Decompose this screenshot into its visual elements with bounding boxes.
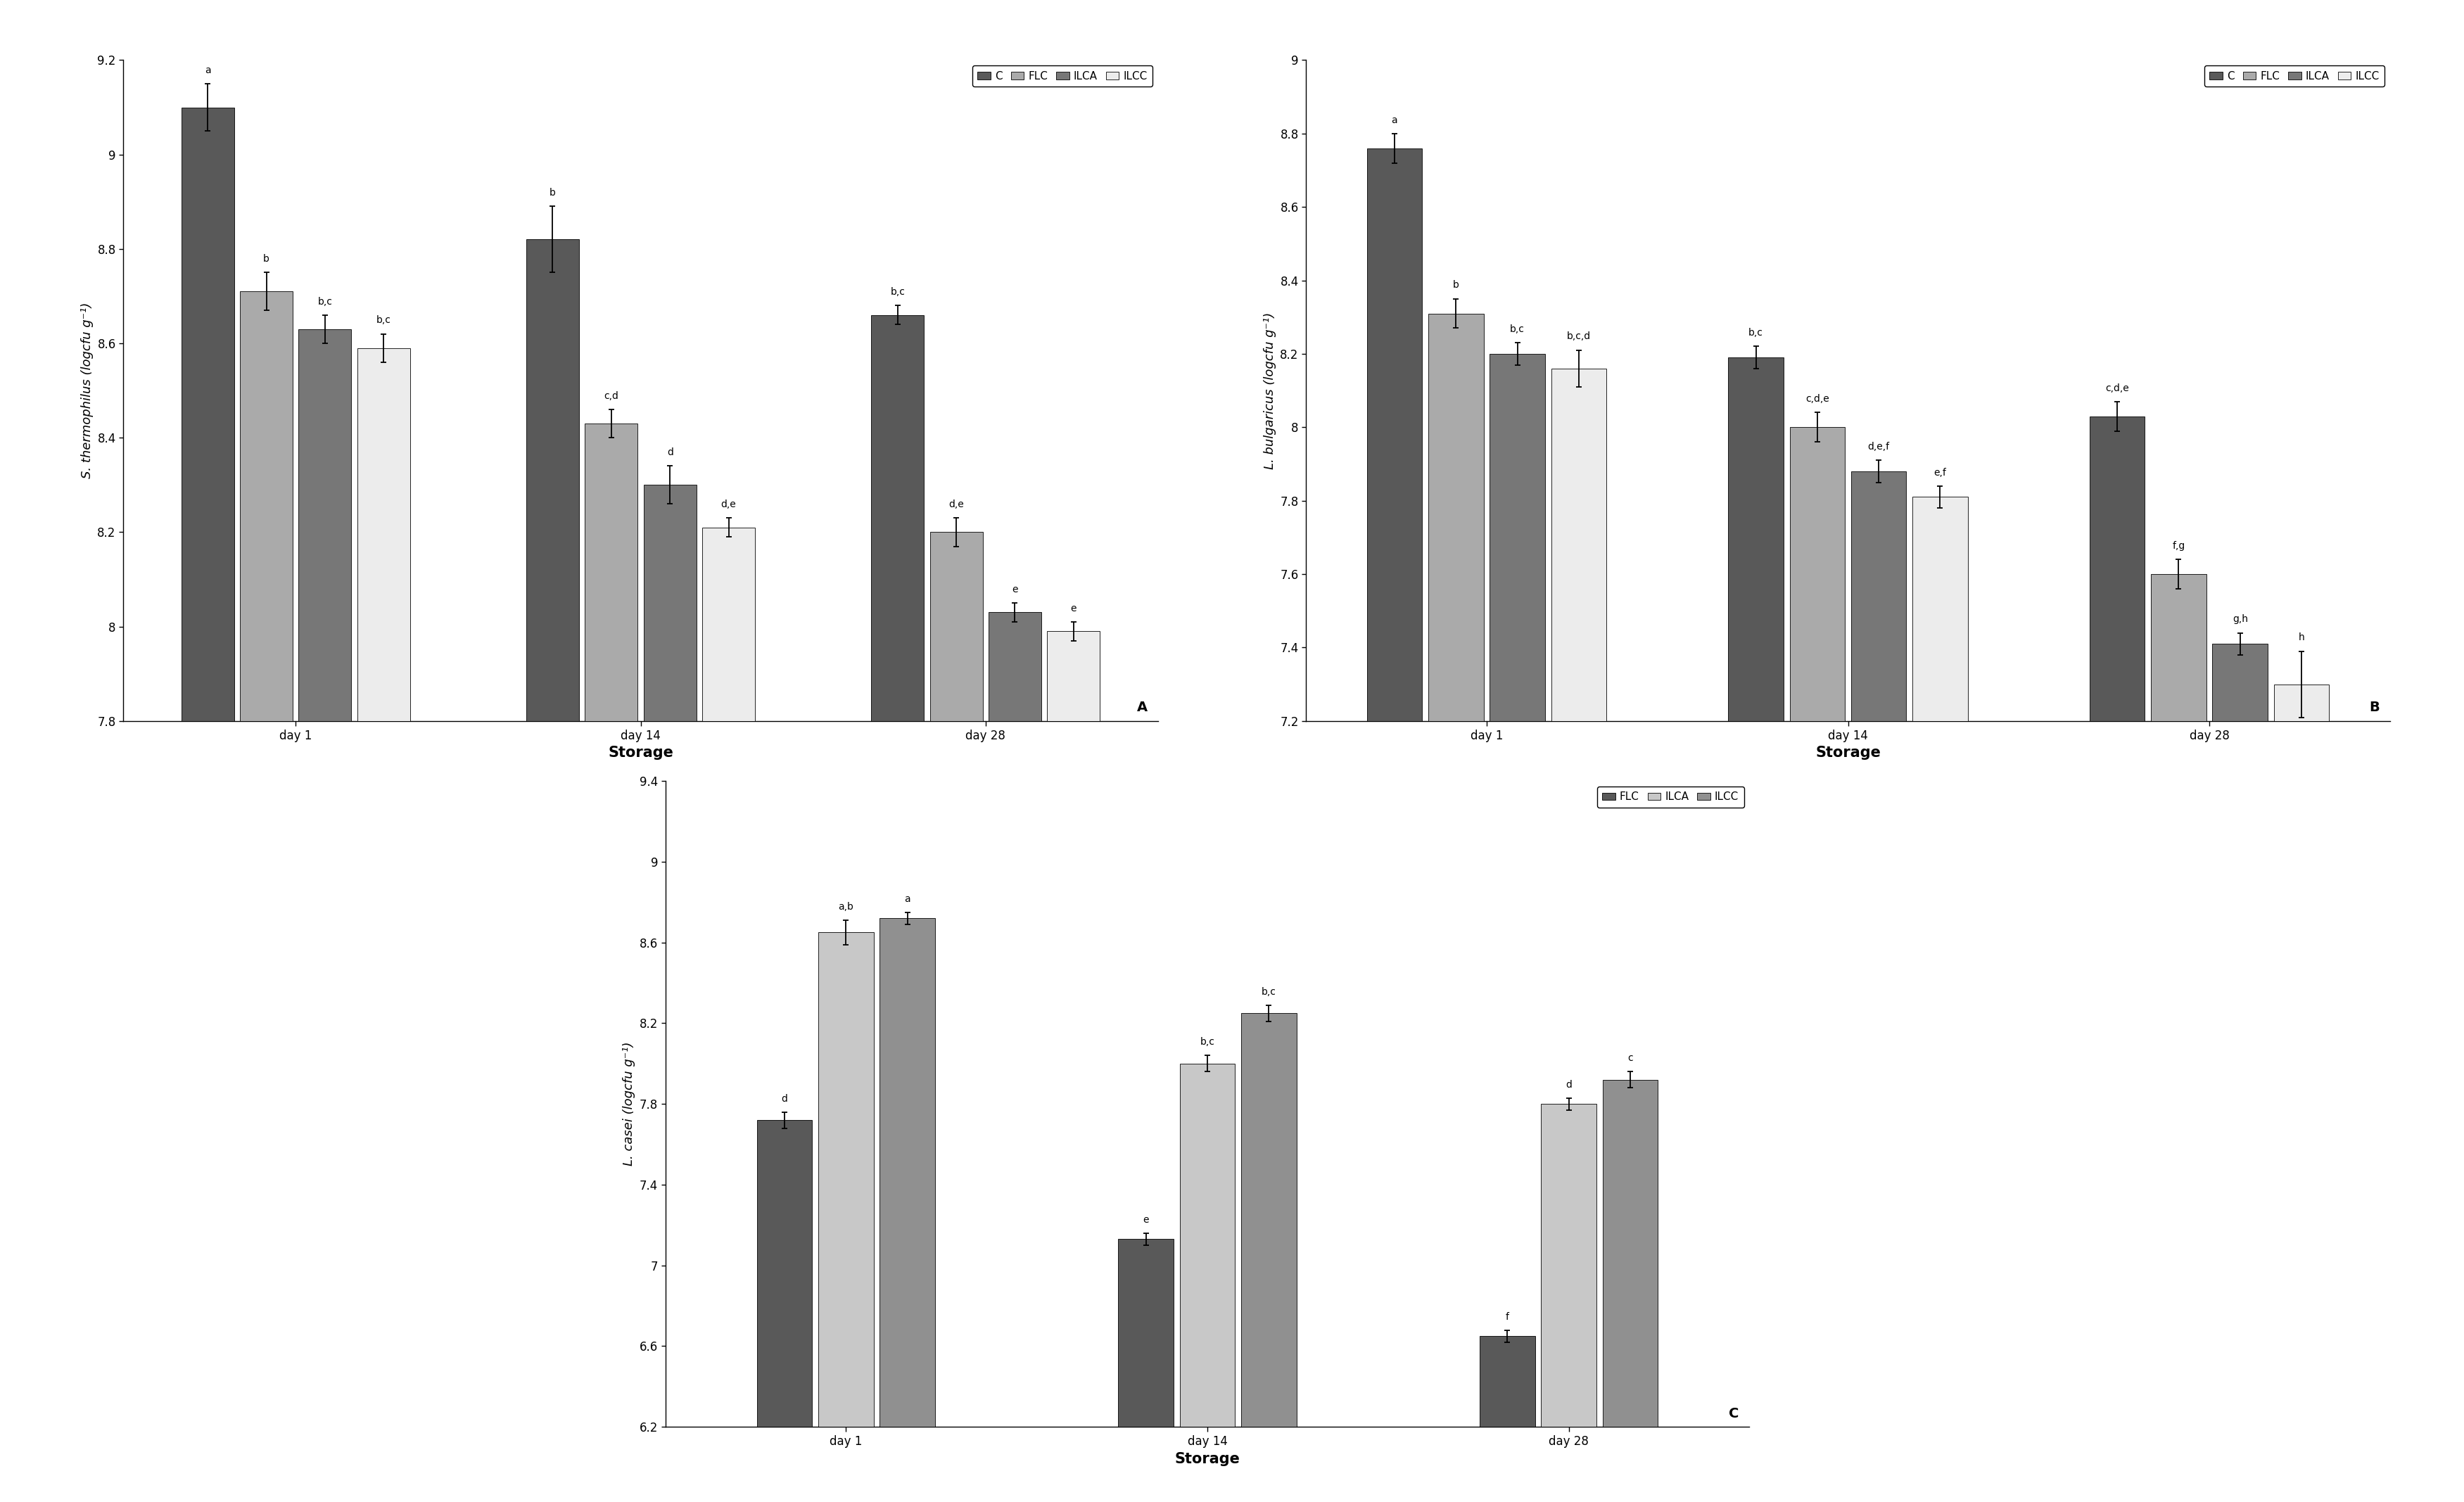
Bar xyxy=(1180,1063,1234,1427)
X-axis label: Storage: Storage xyxy=(609,746,673,760)
Y-axis label: L. bulgaricus (logcfu g⁻¹): L. bulgaricus (logcfu g⁻¹) xyxy=(1264,312,1276,469)
Text: e,f: e,f xyxy=(1934,467,1947,478)
Y-axis label: S. thermophilus (logcfu g⁻¹): S. thermophilus (logcfu g⁻¹) xyxy=(81,302,94,479)
Bar xyxy=(1540,1104,1597,1427)
Text: f,g: f,g xyxy=(2173,541,2186,551)
Text: b,c: b,c xyxy=(1262,987,1276,997)
Bar xyxy=(880,918,934,1427)
Bar xyxy=(1602,1080,1658,1427)
Legend: FLC, ILCA, ILCC: FLC, ILCA, ILCC xyxy=(1597,787,1745,808)
Text: d: d xyxy=(1565,1080,1572,1089)
Bar xyxy=(357,348,409,721)
Text: b: b xyxy=(264,254,269,264)
Bar xyxy=(988,613,1042,721)
Bar xyxy=(1429,314,1483,721)
Text: e: e xyxy=(1069,604,1077,613)
Bar xyxy=(1047,631,1099,721)
Bar xyxy=(2089,416,2144,721)
Text: b,c,d: b,c,d xyxy=(1567,332,1592,341)
Bar xyxy=(2274,685,2328,721)
Bar xyxy=(872,315,924,721)
Text: c: c xyxy=(1629,1053,1634,1063)
Legend: C, FLC, ILCA, ILCC: C, FLC, ILCA, ILCC xyxy=(2205,66,2385,87)
Text: c,d,e: c,d,e xyxy=(2104,383,2129,394)
Text: b,c: b,c xyxy=(377,315,392,326)
Bar xyxy=(1491,354,1545,721)
Text: d,e,f: d,e,f xyxy=(1868,442,1890,452)
Bar xyxy=(1242,1014,1296,1427)
X-axis label: Storage: Storage xyxy=(1816,746,1880,760)
Text: e: e xyxy=(1013,584,1018,595)
Text: f: f xyxy=(1506,1311,1508,1322)
Text: C: C xyxy=(1727,1407,1740,1421)
Bar xyxy=(818,933,875,1427)
Bar xyxy=(1552,368,1607,721)
Bar xyxy=(929,532,983,721)
Text: a,b: a,b xyxy=(838,903,853,912)
Text: A: A xyxy=(1136,701,1148,715)
Bar xyxy=(1368,149,1422,721)
Text: d,e: d,e xyxy=(722,500,737,509)
Text: b: b xyxy=(1454,281,1459,290)
Bar xyxy=(1912,497,1969,721)
Bar xyxy=(239,291,293,721)
Text: g,h: g,h xyxy=(2232,614,2247,625)
Legend: C, FLC, ILCA, ILCC: C, FLC, ILCA, ILCC xyxy=(973,66,1153,87)
Text: h: h xyxy=(2299,632,2304,643)
Bar xyxy=(1481,1337,1535,1427)
Text: b,c: b,c xyxy=(1510,324,1525,335)
Bar xyxy=(298,329,352,721)
Bar xyxy=(1850,472,1907,721)
Text: b,c: b,c xyxy=(318,296,333,306)
Text: d: d xyxy=(668,448,673,458)
Y-axis label: L. casei (logcfu g⁻¹): L. casei (logcfu g⁻¹) xyxy=(623,1042,636,1166)
Text: b: b xyxy=(549,188,557,198)
Bar xyxy=(702,527,754,721)
Text: a: a xyxy=(205,65,212,75)
Bar xyxy=(1727,357,1784,721)
Bar xyxy=(182,107,234,721)
Text: a: a xyxy=(1392,116,1397,125)
Bar xyxy=(1789,427,1846,721)
Text: b,c: b,c xyxy=(1200,1038,1215,1047)
Text: b,c: b,c xyxy=(1749,327,1764,338)
Bar xyxy=(643,485,697,721)
Text: a: a xyxy=(904,894,909,904)
Text: d,e: d,e xyxy=(949,500,963,509)
Text: c,d: c,d xyxy=(604,391,618,401)
Text: b,c: b,c xyxy=(890,287,904,297)
Bar xyxy=(584,424,638,721)
Bar xyxy=(527,239,579,721)
Text: d: d xyxy=(781,1093,788,1104)
Bar xyxy=(2213,644,2267,721)
Text: B: B xyxy=(2368,701,2380,715)
Text: e: e xyxy=(1143,1215,1148,1224)
X-axis label: Storage: Storage xyxy=(1175,1452,1239,1466)
Bar xyxy=(2151,574,2205,721)
Bar xyxy=(756,1120,813,1427)
Bar xyxy=(1119,1239,1173,1427)
Text: c,d,e: c,d,e xyxy=(1806,394,1828,404)
